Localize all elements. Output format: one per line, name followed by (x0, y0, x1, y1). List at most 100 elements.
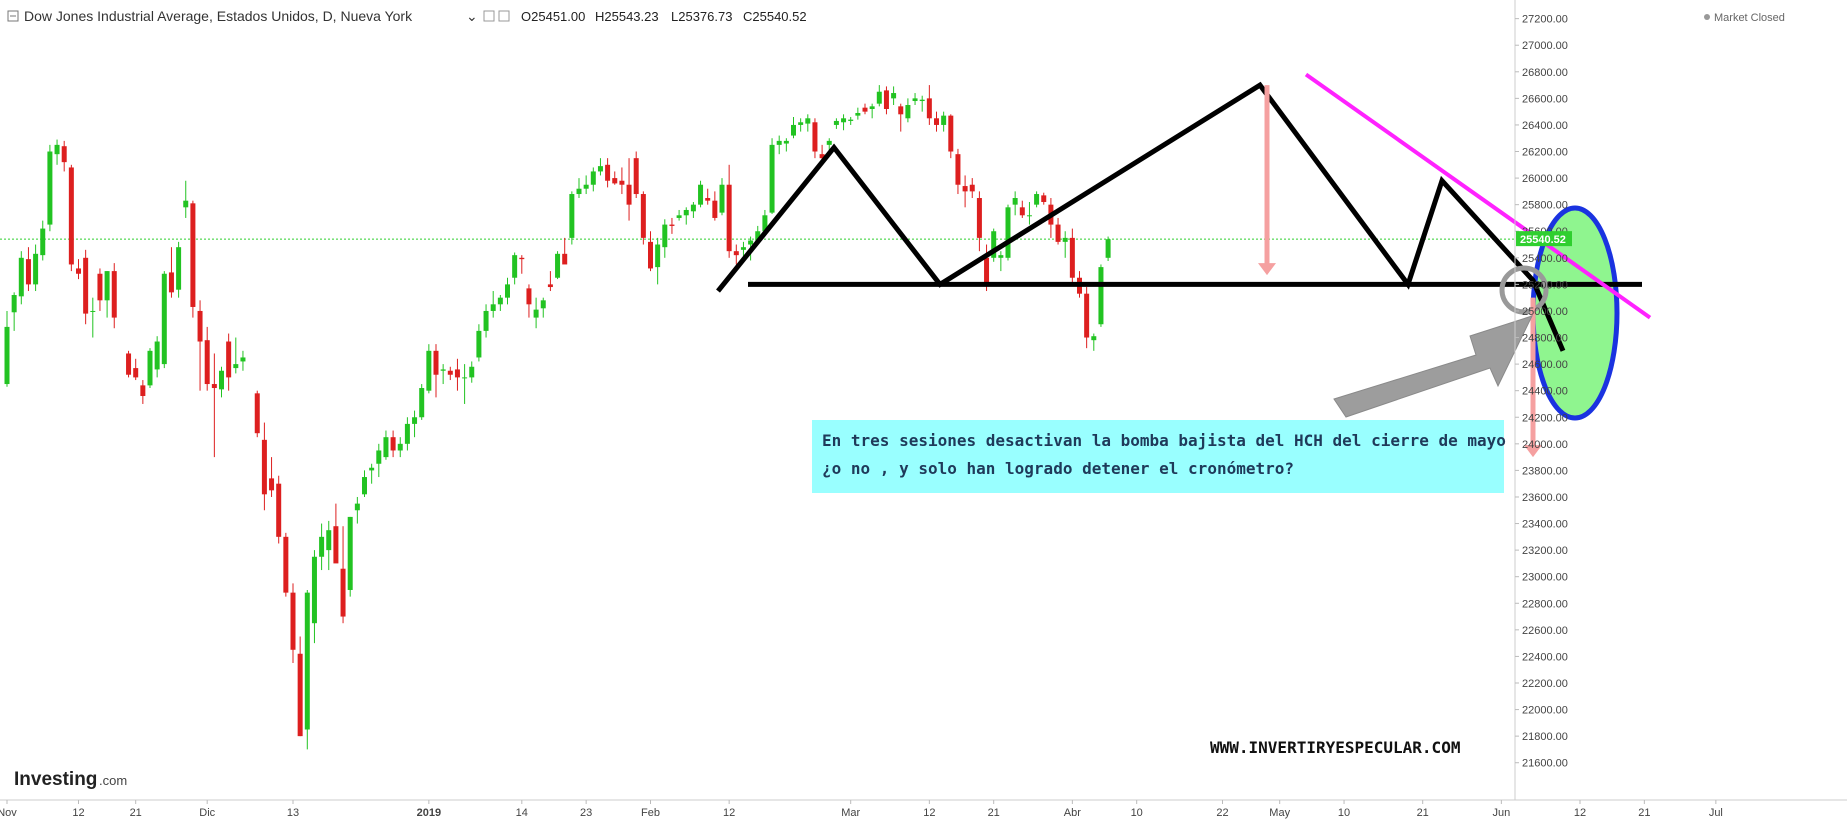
candle (204, 326, 210, 391)
candle-body (283, 536, 289, 593)
candle-body (1105, 239, 1111, 258)
candle-body (762, 215, 768, 232)
candle (254, 390, 260, 438)
candle (161, 271, 167, 369)
candle-body (826, 140, 832, 145)
candle-body (462, 377, 468, 379)
candle-body (712, 200, 718, 218)
candle (233, 337, 239, 374)
candle (869, 103, 875, 119)
candle-body (290, 592, 296, 650)
x-tick-label: 10 (1131, 807, 1143, 819)
candle-body (991, 231, 997, 258)
candle-body (68, 167, 74, 265)
eye-icon[interactable] (483, 10, 495, 22)
candle-body (512, 255, 518, 278)
candle (948, 114, 954, 159)
candle-body (254, 393, 260, 434)
candle-body (476, 330, 482, 358)
candle (719, 178, 725, 216)
candle-body (261, 439, 267, 495)
candle-body (883, 90, 889, 109)
candle-body (297, 653, 303, 737)
candle-body (540, 300, 546, 309)
candle (841, 114, 847, 131)
candle-body (1091, 336, 1097, 341)
candle (426, 344, 432, 394)
candle (462, 364, 468, 404)
x-tick-label: 21 (130, 807, 142, 819)
candle-body (54, 144, 60, 155)
x-tick-label: 23 (580, 807, 592, 819)
x-tick-label: 13 (287, 807, 299, 819)
candle-body (419, 388, 425, 418)
candle-body (276, 483, 282, 537)
candle (104, 271, 110, 318)
candle-body (1026, 215, 1032, 217)
candle-body (204, 340, 210, 385)
y-axis[interactable]: 21600.00 21800.00 22000.00 22200.00 22400.00… (1514, 0, 1572, 800)
candle (912, 93, 918, 106)
y-tick-label: 25000.00 (1522, 306, 1568, 318)
candle-body (869, 106, 875, 109)
candle (733, 244, 739, 265)
website-watermark: WWW.INVERTIRYESPECULAR.COM (1210, 738, 1460, 757)
collapse-icon[interactable] (7, 10, 19, 22)
candle-body (340, 568, 346, 617)
candle-body (47, 151, 53, 225)
settings-icon[interactable] (498, 10, 510, 22)
candle-body (1005, 207, 1011, 258)
candle (54, 139, 60, 165)
candle-body (726, 184, 732, 252)
candle (168, 247, 174, 298)
x-tick-label: 21 (1417, 807, 1429, 819)
candle (297, 636, 303, 737)
candle-body (805, 118, 811, 124)
candle-body (161, 273, 167, 365)
candle (562, 237, 568, 265)
candle (304, 589, 310, 750)
candle (583, 175, 589, 195)
candle-body (905, 105, 911, 119)
candle-body (1019, 207, 1025, 216)
candle (519, 255, 525, 274)
callout-line-1: En tres sesiones desactivan la bomba baj… (822, 431, 1506, 450)
last-price-badge (1516, 231, 1572, 247)
chevron-down-icon[interactable]: ⌄ (466, 8, 478, 24)
candle (469, 361, 475, 383)
candle (605, 158, 611, 188)
candle (183, 180, 189, 218)
x-axis[interactable]: Nov 12 21 Dic 13 2019 14 23 Feb 12 Mar 12 21 Abr 10 22 M… (0, 799, 1847, 819)
candle (934, 111, 939, 132)
candle-body (862, 107, 868, 112)
target-arrow-top-head (1258, 263, 1276, 276)
candle-body (447, 370, 453, 375)
candle (333, 503, 339, 564)
candle (955, 148, 961, 195)
candle (40, 220, 46, 261)
candle (1062, 231, 1068, 258)
candle (383, 430, 389, 460)
candle (791, 116, 796, 139)
candle-body (90, 310, 96, 312)
candle (676, 209, 682, 221)
candle (490, 291, 496, 318)
candle-body (426, 350, 432, 391)
y-tick-label: 26800.00 (1522, 67, 1568, 79)
candle-body (111, 271, 117, 318)
candle-body (526, 288, 532, 305)
candle (76, 259, 81, 280)
y-tick-label: 22600.00 (1522, 625, 1568, 637)
candle-body (776, 140, 782, 145)
x-tick-label: 12 (72, 807, 84, 819)
candle-body (855, 112, 861, 116)
candle (176, 241, 182, 298)
candle-body (562, 253, 568, 265)
candle (433, 344, 439, 398)
candle-body (1084, 293, 1090, 338)
x-tick-label: May (1269, 807, 1290, 819)
candle (526, 284, 532, 318)
candle (1034, 191, 1040, 208)
candle-body (948, 115, 954, 152)
